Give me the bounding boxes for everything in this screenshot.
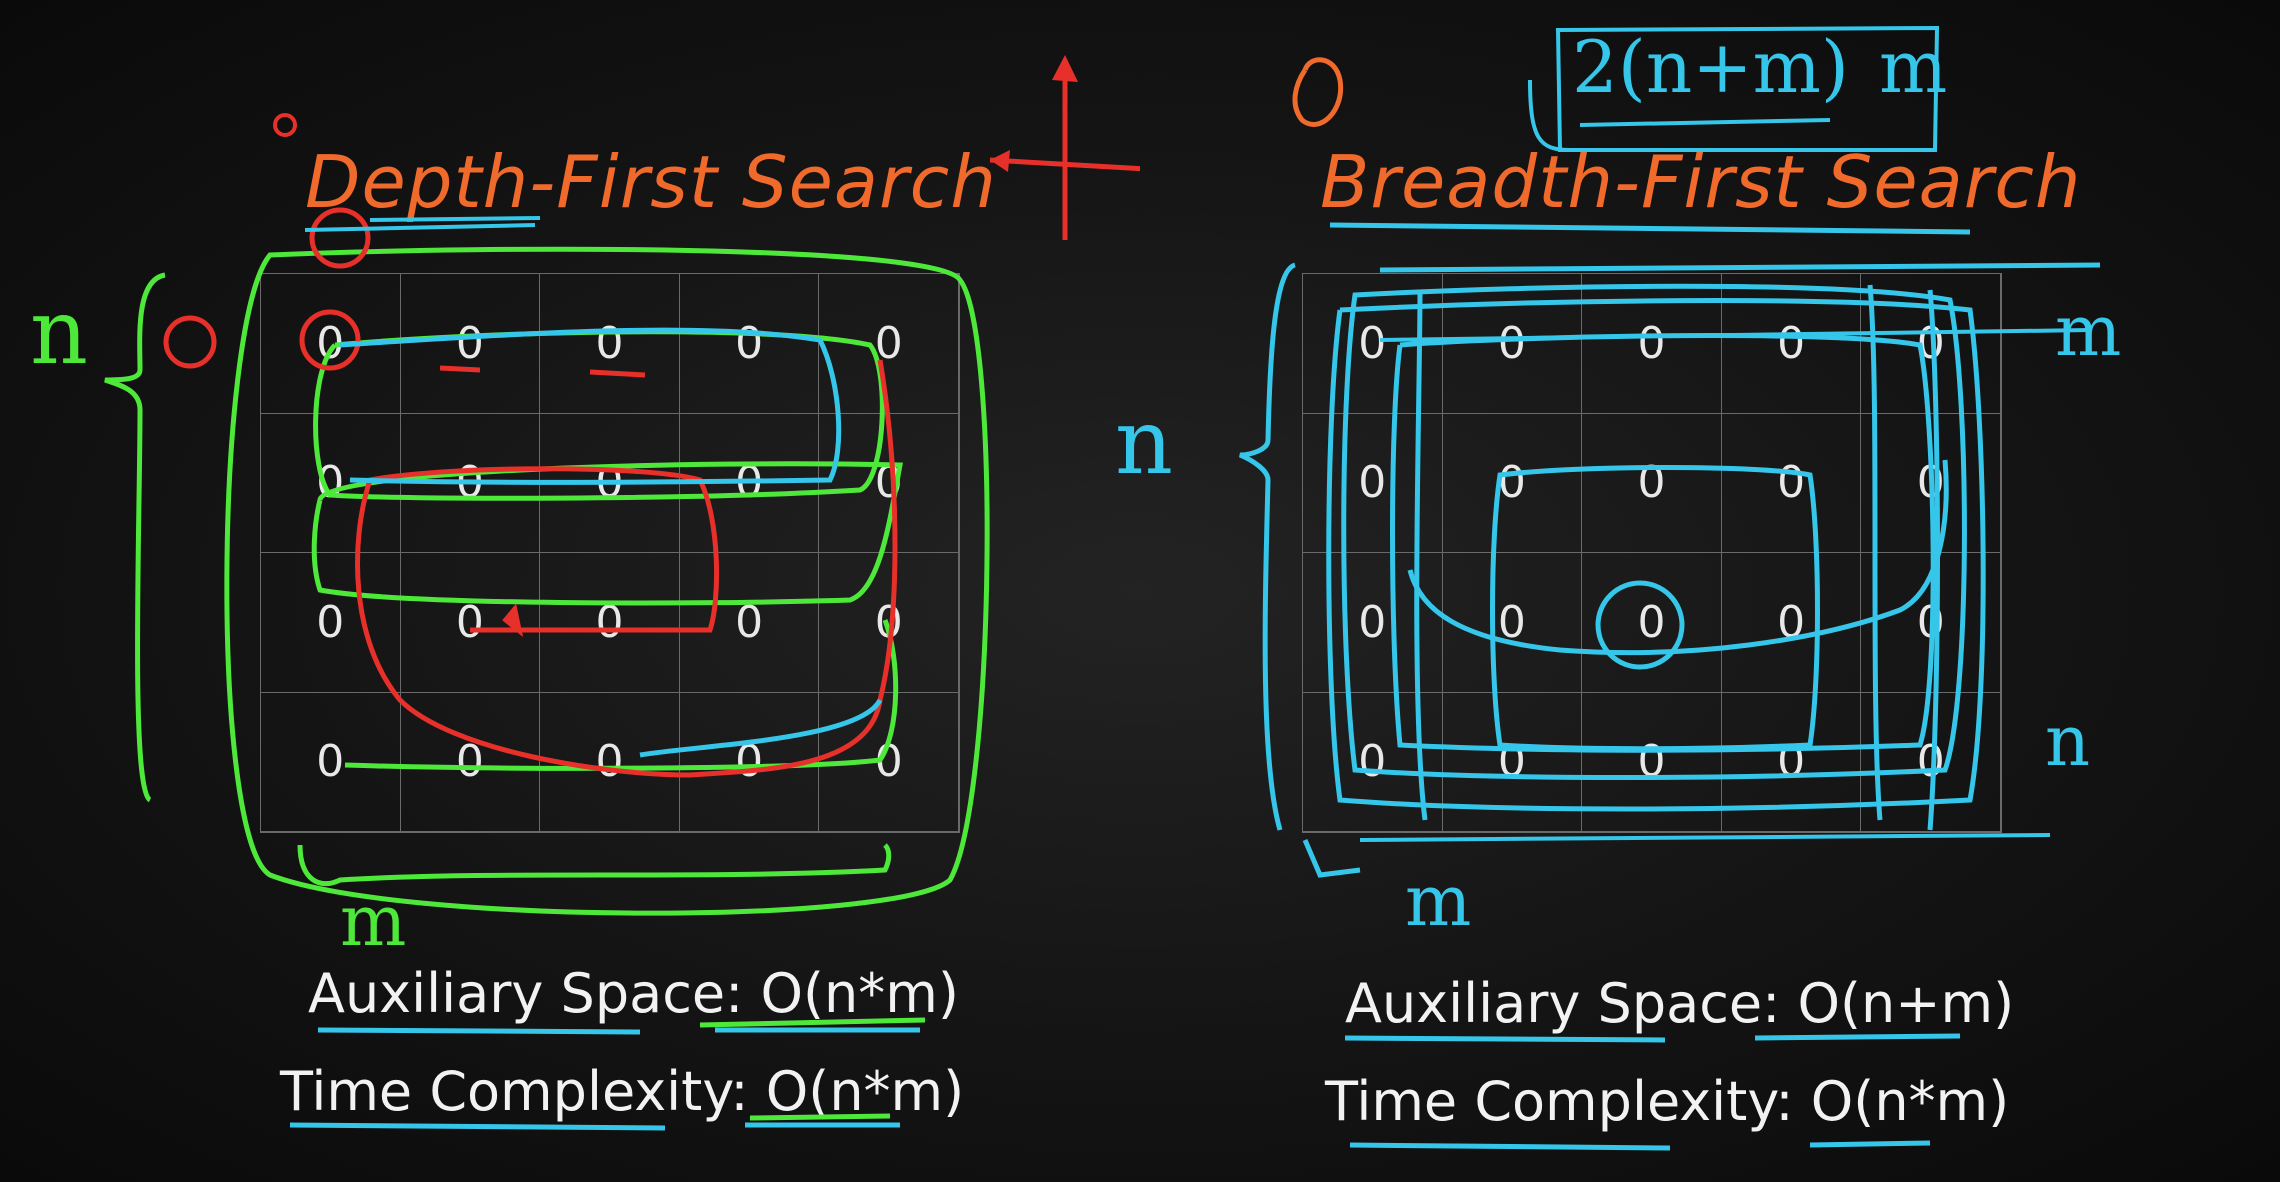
dfs-aux-label: Auxiliary Space: <box>308 962 744 1025</box>
dfs-cell: 0 <box>540 274 680 414</box>
bfs-side-annotation-bottom: n <box>2045 700 2091 782</box>
bfs-cell: 0 <box>1721 274 1862 414</box>
bfs-cell: 0 <box>1721 553 1862 693</box>
bfs-title: Breadth-First Search <box>1320 140 2082 224</box>
dfs-aux-value: O(n*m) <box>760 962 959 1025</box>
bfs-aux-label: Auxiliary Space: <box>1345 972 1781 1035</box>
bfs-cols-annotation: m <box>1405 860 1472 942</box>
dfs-cell: 0 <box>819 413 959 553</box>
bfs-formula-suffix: m <box>1878 25 1948 109</box>
dfs-cell: 0 <box>679 692 820 832</box>
dfs-cell: 0 <box>400 692 541 832</box>
dfs-cell: 0 <box>679 553 820 693</box>
bfs-cell: 0 <box>1861 553 2001 693</box>
bfs-cell: 0 <box>1442 274 1583 414</box>
dfs-cell: 0 <box>400 413 541 553</box>
bfs-cell: 0 <box>1442 553 1583 693</box>
dfs-cols-annotation: m <box>340 880 407 962</box>
bfs-side-annotation-top: m <box>2055 290 2122 372</box>
bfs-time-label: Time Complexity: <box>1325 1070 1794 1133</box>
dfs-cell: 0 <box>261 274 401 414</box>
dfs-cell: 0 <box>679 413 820 553</box>
dfs-cell: 0 <box>261 413 401 553</box>
bfs-auxiliary-space: Auxiliary Space: O(n+m) <box>1345 972 2014 1035</box>
bfs-cell: 0 <box>1861 413 2001 553</box>
bfs-time-complexity: Time Complexity: O(n*m) <box>1325 1070 2009 1133</box>
bfs-cell: 0 <box>1861 274 2001 414</box>
dfs-time-value: O(n*m) <box>765 1060 965 1123</box>
dfs-title: Depth-First Search <box>305 140 997 224</box>
bfs-cell: 0 <box>1582 274 1722 414</box>
bfs-cell: 0 <box>1582 413 1722 553</box>
bfs-rows-annotation: n <box>1115 390 1173 495</box>
dfs-time-complexity: Time Complexity: O(n*m) <box>280 1060 964 1123</box>
bfs-formula-text: 2(n+m) <box>1572 25 1849 109</box>
bfs-cell: 0 <box>1582 692 1722 832</box>
dfs-cell: 0 <box>400 274 541 414</box>
bfs-cell: 0 <box>1721 413 1862 553</box>
bfs-cell: 0 <box>1303 553 1443 693</box>
dfs-rows-annotation: n <box>30 280 88 385</box>
bfs-cell: 0 <box>1721 692 1862 832</box>
bfs-cell: 0 <box>1303 274 1443 414</box>
bfs-cell: 0 <box>1582 553 1722 693</box>
bfs-formula: 2(n+m) m <box>1572 25 1947 109</box>
dfs-auxiliary-space: Auxiliary Space: O(n*m) <box>308 962 959 1025</box>
dfs-cell: 0 <box>261 553 401 693</box>
bfs-aux-value: O(n+m) <box>1797 972 2015 1035</box>
bfs-cell: 0 <box>1442 413 1583 553</box>
dfs-cell: 0 <box>819 553 959 693</box>
dfs-cell: 0 <box>679 274 820 414</box>
dfs-cell: 0 <box>819 692 959 832</box>
dfs-cell: 0 <box>540 692 680 832</box>
bfs-time-value: O(n*m) <box>1810 1070 2010 1133</box>
dfs-cell: 0 <box>400 553 541 693</box>
bfs-cell: 0 <box>1442 692 1583 832</box>
bfs-cell: 0 <box>1861 692 2001 832</box>
bfs-cell: 0 <box>1303 692 1443 832</box>
dfs-cell: 0 <box>261 692 401 832</box>
dfs-cell: 0 <box>819 274 959 414</box>
dfs-cell: 0 <box>540 553 680 693</box>
dfs-time-label: Time Complexity: <box>280 1060 749 1123</box>
bfs-cell: 0 <box>1303 413 1443 553</box>
dfs-cell: 0 <box>540 413 680 553</box>
